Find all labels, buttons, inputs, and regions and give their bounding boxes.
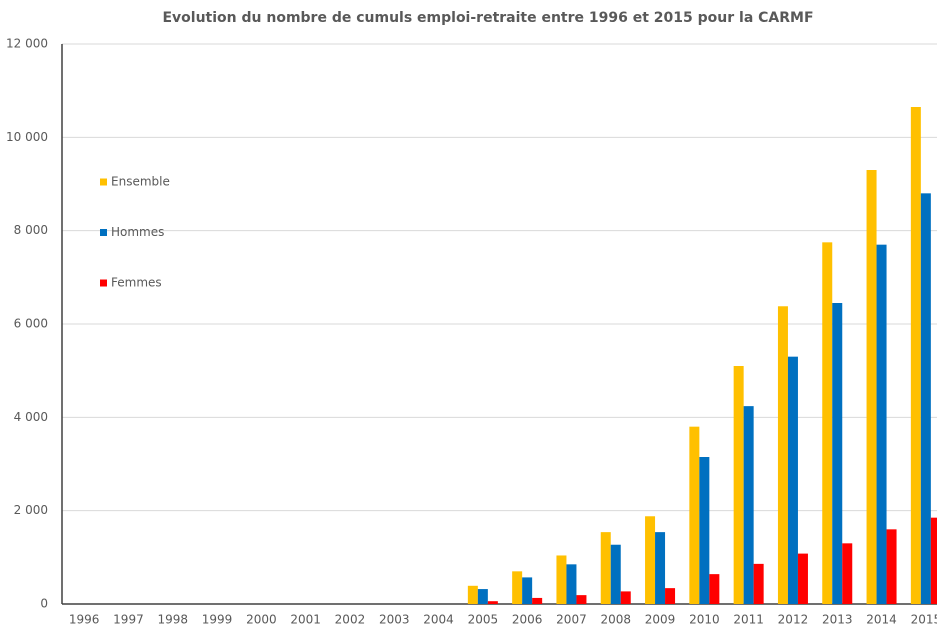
legend-swatch <box>100 279 107 287</box>
legend-swatch <box>100 229 107 236</box>
bar <box>866 170 877 604</box>
bar <box>709 574 720 604</box>
x-tick-label: 2011 <box>733 613 764 627</box>
x-tick-label: 2004 <box>423 613 454 627</box>
x-tick-label: 2009 <box>645 613 676 627</box>
legend-label: Hommes <box>111 225 164 239</box>
x-tick-label: 2013 <box>822 613 853 627</box>
x-tick-label: 2006 <box>512 613 543 627</box>
bar <box>930 517 937 604</box>
x-tick-label: 2002 <box>335 613 366 627</box>
bar <box>876 244 887 604</box>
x-tick-label: 2003 <box>379 613 410 627</box>
bar <box>787 356 798 604</box>
y-tick-label: 2 000 <box>14 503 48 517</box>
bar <box>910 107 921 604</box>
bar <box>610 544 621 604</box>
bar <box>556 555 567 604</box>
bar <box>822 242 833 605</box>
x-tick-label: 2007 <box>556 613 587 627</box>
bar <box>665 588 676 604</box>
bar <box>566 564 577 604</box>
bar <box>522 577 533 604</box>
bar <box>600 532 611 604</box>
bar <box>645 516 656 604</box>
x-tick-label: 2015 <box>911 613 937 627</box>
y-tick-label: 4 000 <box>14 410 48 424</box>
x-tick-label: 1996 <box>69 613 100 627</box>
bar <box>620 591 631 604</box>
bar <box>753 563 764 604</box>
bar <box>512 571 523 604</box>
x-tick-label: 2005 <box>468 613 499 627</box>
legend-label: Femmes <box>111 276 162 290</box>
x-tick-label: 2010 <box>689 613 720 627</box>
x-tick-label: 1999 <box>202 613 233 627</box>
bar <box>777 306 788 604</box>
bar <box>477 589 488 604</box>
x-tick-label: 2014 <box>866 613 897 627</box>
y-tick-label: 12 000 <box>6 37 48 51</box>
bar <box>655 532 666 604</box>
bar <box>467 585 478 604</box>
x-tick-label: 2001 <box>290 613 321 627</box>
bar <box>487 601 498 604</box>
legend-swatch <box>100 178 107 186</box>
x-tick-label: 2000 <box>246 613 277 627</box>
bar <box>733 366 744 604</box>
bar <box>689 426 700 604</box>
bar <box>532 597 543 604</box>
chart-title: Evolution du nombre de cumuls emploi-ret… <box>162 10 813 26</box>
y-tick-label: 8 000 <box>14 223 48 237</box>
x-tick-label: 2012 <box>778 613 809 627</box>
bar <box>797 553 808 604</box>
x-tick-label: 1998 <box>157 613 188 627</box>
bar <box>699 457 710 604</box>
bar <box>576 595 587 604</box>
bar <box>920 193 931 605</box>
x-tick-label: 2008 <box>600 613 631 627</box>
x-tick-label: 1997 <box>113 613 144 627</box>
y-tick-label: 6 000 <box>14 317 48 331</box>
bar <box>832 303 843 604</box>
y-tick-label: 10 000 <box>6 130 48 144</box>
y-tick-label: 0 <box>40 597 48 611</box>
bar <box>886 529 897 604</box>
legend-label: Ensemble <box>111 175 170 189</box>
bar <box>743 406 754 604</box>
bar <box>842 543 853 604</box>
